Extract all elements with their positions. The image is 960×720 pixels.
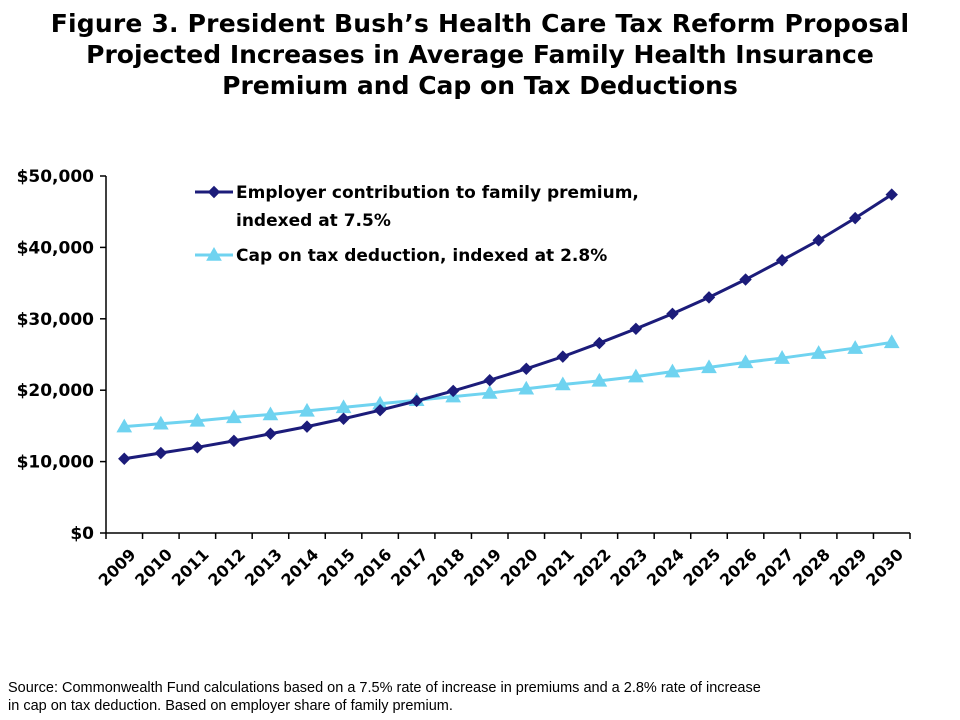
diamond-marker <box>264 427 277 440</box>
triangle-marker <box>591 372 608 387</box>
x-tick-label: 2016 <box>350 545 395 590</box>
triangle-marker <box>189 412 206 427</box>
source-note: Source: Commonwealth Fund calculations b… <box>8 679 908 715</box>
triangle-marker <box>226 409 242 424</box>
chart-legend: Employer contribution to family premium,… <box>195 183 639 266</box>
legend-item-employer: Employer contribution to family premium,… <box>195 183 639 231</box>
triangle-marker <box>810 345 827 359</box>
y-tick-label: $30,000 <box>17 310 95 330</box>
x-tick-label: 2019 <box>460 545 505 590</box>
y-tick-label: $50,000 <box>17 167 95 187</box>
chart-title: Figure 3. President Bush’s Health Care T… <box>0 8 960 101</box>
triangle-marker <box>701 359 717 374</box>
diamond-marker <box>739 273 752 286</box>
series-employer-contribution <box>118 188 898 465</box>
x-tick-label: 2017 <box>387 545 432 590</box>
y-tick-label: $10,000 <box>17 453 95 473</box>
triangle-marker <box>299 402 315 417</box>
x-tick-label: 2013 <box>241 545 286 590</box>
y-tick-label: $0 <box>70 524 94 544</box>
triangle-marker <box>206 246 222 261</box>
triangle-marker <box>554 376 571 391</box>
diamond-marker <box>300 420 314 433</box>
triangle-marker <box>774 350 790 364</box>
x-tick-label: 2018 <box>424 545 469 590</box>
diamond-marker <box>337 412 350 425</box>
legend-item-cap: Cap on tax deduction, indexed at 2.8% <box>195 246 607 266</box>
diamond-marker <box>373 403 387 417</box>
triangle-marker <box>847 340 864 354</box>
triangle-marker <box>152 415 169 430</box>
title-line-2: Projected Increases in Average Family He… <box>86 40 874 69</box>
legend-label: Employer contribution to family premium, <box>236 183 639 203</box>
chart-series <box>116 188 900 465</box>
x-tick-label: 2027 <box>752 545 797 590</box>
x-tick-label: 2026 <box>716 545 761 590</box>
triangle-marker <box>883 334 900 349</box>
diamond-marker <box>227 434 241 448</box>
legend-label: Cap on tax deduction, indexed at 2.8% <box>236 246 607 266</box>
x-tick-label: 2021 <box>533 545 578 590</box>
diamond-marker <box>885 188 898 201</box>
x-tick-label: 2028 <box>789 545 834 590</box>
triangle-marker <box>628 368 644 383</box>
diamond-marker <box>702 291 716 304</box>
diamond-marker <box>520 362 533 375</box>
diamond-marker <box>775 254 789 267</box>
source-line-1: Source: Commonwealth Fund calculations b… <box>8 680 761 696</box>
y-tick-label: $40,000 <box>17 238 95 258</box>
x-tick-label: 2012 <box>204 545 249 590</box>
diamond-marker <box>848 211 862 225</box>
diamond-marker <box>556 350 570 363</box>
title-line-1: Figure 3. President Bush’s Health Care T… <box>50 9 910 38</box>
triangle-marker <box>481 385 498 399</box>
y-tick-label: $20,000 <box>17 381 95 401</box>
x-tick-label: 2009 <box>95 545 140 590</box>
diamond-marker <box>410 394 423 408</box>
diamond-marker <box>118 452 131 465</box>
x-tick-label: 2023 <box>606 545 651 590</box>
triangle-marker <box>518 380 535 395</box>
series-line <box>124 193 893 461</box>
x-tick-label: 2030 <box>862 545 907 590</box>
x-tick-label: 2014 <box>277 545 322 590</box>
title-line-3: Premium and Cap on Tax Deductions <box>222 71 738 100</box>
diamond-marker <box>593 336 606 350</box>
diamond-marker <box>666 307 679 321</box>
series-line <box>124 340 892 429</box>
x-tick-label: 2024 <box>643 545 688 590</box>
diamond-marker <box>207 185 221 199</box>
triangle-marker <box>664 363 681 378</box>
diamond-marker <box>812 234 825 247</box>
legend-label: indexed at 7.5% <box>236 211 391 231</box>
x-tick-label: 2029 <box>826 545 871 590</box>
diamond-marker <box>191 441 204 454</box>
x-tick-label: 2015 <box>314 545 359 590</box>
diamond-marker <box>629 322 643 336</box>
x-tick-label: 2020 <box>497 545 542 590</box>
x-tick-label: 2010 <box>131 545 176 590</box>
triangle-marker <box>737 354 754 369</box>
diamond-marker <box>446 384 460 398</box>
x-tick-label: 2025 <box>679 545 724 590</box>
source-line-2: in cap on tax deduction. Based on employ… <box>8 698 453 714</box>
x-tick-label: 2022 <box>570 545 615 590</box>
series-tax-cap <box>116 334 900 433</box>
x-tick-label: 2011 <box>168 545 213 590</box>
triangle-marker <box>116 418 133 433</box>
triangle-marker <box>262 406 279 421</box>
diamond-marker <box>154 446 168 460</box>
diamond-marker <box>483 373 496 387</box>
chart-axes: $0 $10,000 $20,000 $30,000 $40,000 $50,000 200… <box>17 167 911 590</box>
